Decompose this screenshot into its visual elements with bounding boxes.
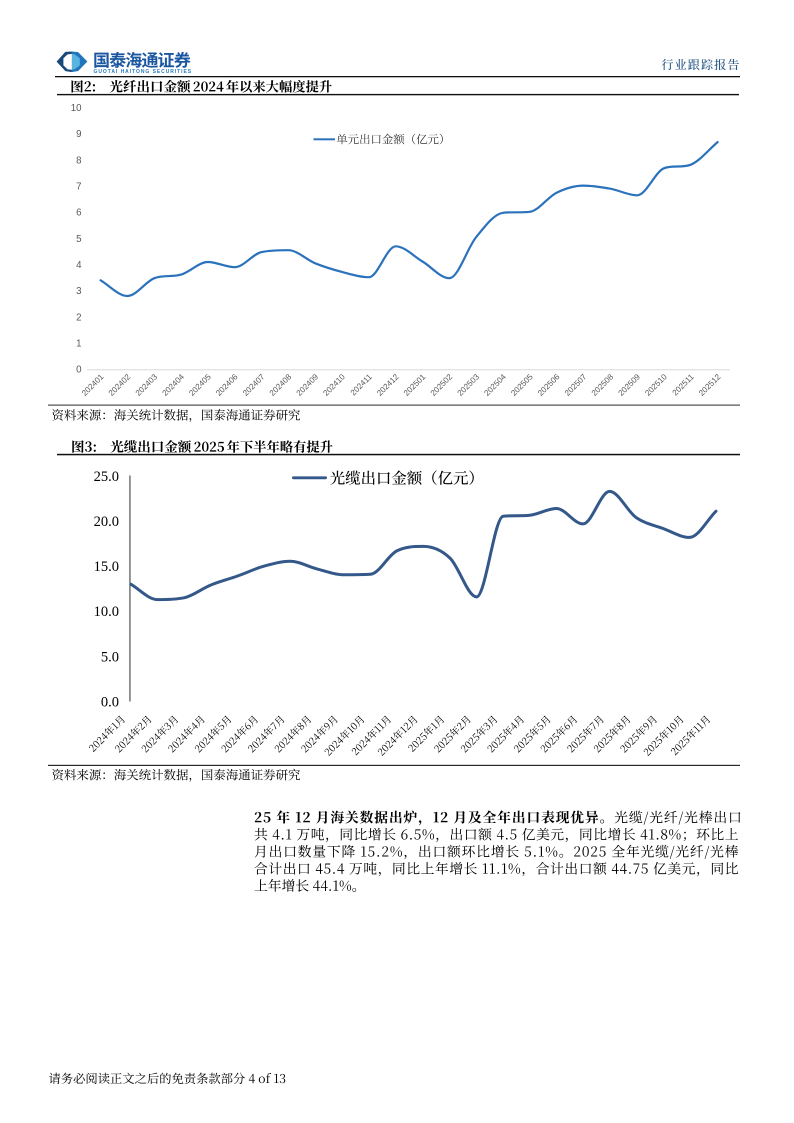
svg-text:25.0: 25.0 <box>94 469 119 485</box>
svg-text:5: 5 <box>76 234 81 245</box>
svg-text:9: 9 <box>76 129 81 140</box>
svg-text:GUOTAI HAITONG SECURITIES: GUOTAI HAITONG SECURITIES <box>94 69 193 75</box>
svg-text:8: 8 <box>76 155 81 166</box>
svg-text:15.0: 15.0 <box>94 559 119 575</box>
svg-text:1: 1 <box>76 339 81 350</box>
svg-text:3: 3 <box>76 286 81 297</box>
svg-text:0.0: 0.0 <box>101 694 119 710</box>
svg-text:4: 4 <box>76 260 82 271</box>
svg-text:10: 10 <box>71 103 82 114</box>
svg-text:2: 2 <box>76 312 81 323</box>
svg-text:6: 6 <box>76 208 81 219</box>
svg-text:20.0: 20.0 <box>94 514 119 530</box>
svg-text:0: 0 <box>76 365 82 376</box>
svg-text:7: 7 <box>76 182 81 193</box>
svg-text:5.0: 5.0 <box>101 649 119 665</box>
svg-text:10.0: 10.0 <box>94 604 119 620</box>
